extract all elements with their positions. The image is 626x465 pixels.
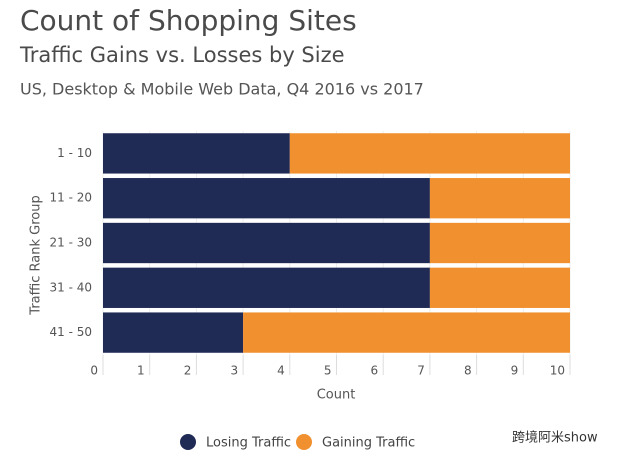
bar-segment bbox=[243, 312, 570, 353]
y-tick-label: 1 - 10 bbox=[57, 146, 92, 160]
x-tick-label: 7 bbox=[417, 364, 425, 378]
bar-segment bbox=[103, 222, 430, 264]
bar-segment bbox=[429, 222, 570, 264]
legend-swatch bbox=[180, 434, 196, 450]
chart-caption: US, Desktop & Mobile Web Data, Q4 2016 v… bbox=[20, 80, 424, 99]
x-axis-label: Count bbox=[317, 388, 356, 403]
watermark: 跨境阿米show bbox=[512, 431, 598, 446]
y-axis-label: Traffic Rank Group bbox=[29, 195, 44, 315]
y-tick-label: 31 - 40 bbox=[50, 280, 93, 294]
bar-segment bbox=[103, 267, 430, 308]
y-tick-label: 41 - 50 bbox=[50, 325, 93, 339]
bar-segment bbox=[103, 312, 244, 353]
x-tick-label: 10 bbox=[550, 364, 565, 378]
y-tick-label: 21 - 30 bbox=[50, 236, 93, 250]
chart-subtitle: Traffic Gains vs. Losses by Size bbox=[19, 43, 345, 67]
x-tick-label: 8 bbox=[464, 364, 472, 378]
legend-swatch bbox=[296, 434, 312, 450]
bar-segment bbox=[289, 133, 570, 174]
bar-segment bbox=[103, 178, 430, 219]
legend-label: Losing Traffic bbox=[206, 436, 291, 451]
x-tick-label: 6 bbox=[371, 364, 379, 378]
y-tick-label: 11 - 20 bbox=[50, 191, 93, 205]
bar-segment bbox=[103, 133, 290, 174]
x-tick-label: 1 bbox=[137, 364, 145, 378]
bar-segment bbox=[429, 178, 570, 219]
x-tick-label: 0 bbox=[90, 364, 98, 378]
legend-label: Gaining Traffic bbox=[322, 436, 415, 451]
x-tick-label: 4 bbox=[277, 364, 285, 378]
x-tick-label: 5 bbox=[324, 364, 332, 378]
x-tick-label: 3 bbox=[230, 364, 238, 378]
x-tick-label: 2 bbox=[184, 364, 192, 378]
x-tick-label: 9 bbox=[511, 364, 519, 378]
chart-title: Count of Shopping Sites bbox=[20, 4, 357, 37]
bar-segment bbox=[429, 267, 570, 308]
